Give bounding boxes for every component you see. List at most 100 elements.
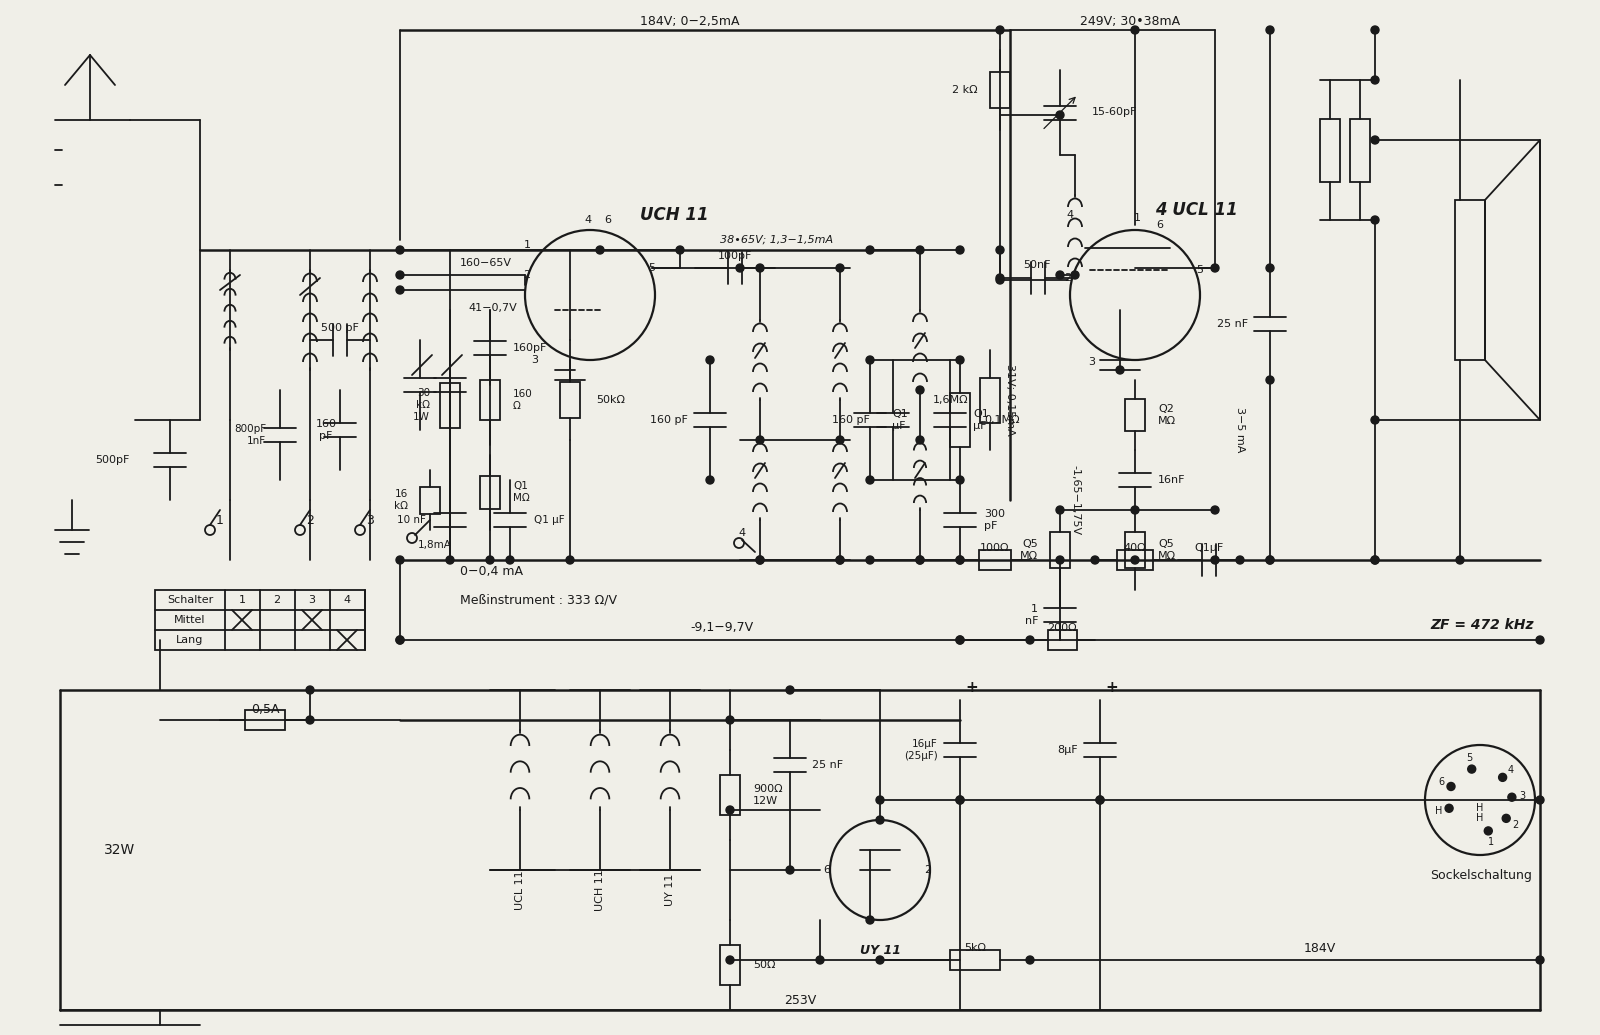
Circle shape	[1266, 556, 1274, 564]
Circle shape	[1536, 956, 1544, 964]
Circle shape	[835, 556, 845, 564]
Circle shape	[957, 796, 963, 804]
Circle shape	[1266, 26, 1274, 34]
Text: 500pF: 500pF	[96, 455, 130, 465]
Bar	[1048, 630, 1077, 650]
Circle shape	[595, 246, 605, 254]
Circle shape	[866, 356, 874, 364]
Text: 160
Ω: 160 Ω	[514, 389, 533, 411]
Circle shape	[866, 246, 874, 254]
Text: 25 nF: 25 nF	[813, 760, 843, 770]
Text: 38•65V; 1,3−1,5mA: 38•65V; 1,3−1,5mA	[720, 235, 834, 245]
Text: 31V; 0,15mA: 31V; 0,15mA	[1005, 364, 1014, 436]
Circle shape	[1266, 264, 1274, 272]
Text: 16nF: 16nF	[1158, 475, 1186, 485]
Text: Meßinstrument : 333 Ω/V: Meßinstrument : 333 Ω/V	[461, 593, 618, 607]
Circle shape	[1371, 136, 1379, 144]
Circle shape	[736, 264, 744, 272]
Circle shape	[397, 556, 403, 564]
Text: 1
nF: 1 nF	[1024, 604, 1038, 626]
Circle shape	[1536, 635, 1544, 644]
Bar	[1350, 118, 1370, 181]
Text: 41−0,7V: 41−0,7V	[467, 303, 517, 313]
Circle shape	[1056, 111, 1064, 119]
Circle shape	[397, 246, 403, 254]
Circle shape	[816, 956, 824, 964]
Text: -1,65−1,75V: -1,65−1,75V	[1070, 465, 1080, 535]
Circle shape	[486, 556, 494, 564]
Text: 184V; 0−2,5mA: 184V; 0−2,5mA	[640, 16, 739, 29]
Text: 160
pF: 160 pF	[315, 419, 336, 441]
Circle shape	[835, 264, 845, 272]
Text: 15-60pF: 15-60pF	[1091, 107, 1138, 117]
Bar	[245, 710, 285, 730]
Text: 4: 4	[344, 595, 350, 605]
Text: Q1
μF: Q1 μF	[893, 409, 907, 431]
Circle shape	[1096, 796, 1104, 804]
Text: 3: 3	[531, 355, 539, 365]
Text: 6: 6	[1438, 777, 1445, 787]
Text: 800pF
1nF: 800pF 1nF	[234, 424, 266, 446]
Circle shape	[866, 916, 874, 924]
Text: H: H	[1477, 803, 1483, 814]
Text: Q2
MΩ: Q2 MΩ	[1158, 405, 1176, 425]
Circle shape	[835, 436, 845, 444]
Text: Lang: Lang	[176, 635, 203, 645]
Text: H: H	[1477, 814, 1483, 823]
Text: 10 nF: 10 nF	[397, 515, 426, 525]
Circle shape	[1445, 804, 1453, 812]
Circle shape	[957, 635, 963, 644]
Circle shape	[957, 356, 963, 364]
Circle shape	[957, 635, 963, 644]
Circle shape	[757, 556, 765, 564]
Bar	[440, 383, 461, 427]
Circle shape	[1502, 815, 1510, 823]
Text: 2: 2	[1512, 820, 1518, 830]
Bar	[419, 486, 440, 513]
Text: 1,6MΩ: 1,6MΩ	[933, 395, 968, 405]
Bar	[990, 72, 1010, 108]
Text: 16μF
(25μF): 16μF (25μF)	[904, 739, 938, 761]
Text: 300
pF: 300 pF	[984, 509, 1005, 531]
Text: 184V: 184V	[1304, 942, 1336, 954]
Text: 0,1MΩ: 0,1MΩ	[984, 415, 1019, 425]
Bar	[979, 550, 1011, 570]
Circle shape	[1056, 556, 1064, 564]
Circle shape	[1131, 26, 1139, 34]
Text: 25 nF: 25 nF	[1218, 319, 1248, 329]
Text: 16
kΩ: 16 kΩ	[394, 490, 408, 511]
Circle shape	[1446, 782, 1454, 791]
Text: 2 kΩ: 2 kΩ	[952, 85, 978, 95]
Text: ZF = 472 kHz: ZF = 472 kHz	[1430, 618, 1534, 632]
Circle shape	[1371, 76, 1379, 84]
Text: Q1
μF: Q1 μF	[973, 409, 989, 431]
Circle shape	[915, 556, 925, 564]
Circle shape	[877, 816, 883, 824]
Text: UY 11: UY 11	[666, 874, 675, 907]
Text: 100pF: 100pF	[718, 252, 752, 261]
Text: 3−5 mA: 3−5 mA	[1235, 408, 1245, 452]
Circle shape	[757, 556, 765, 564]
Circle shape	[1371, 216, 1379, 224]
Circle shape	[877, 796, 883, 804]
Circle shape	[675, 246, 685, 254]
Circle shape	[866, 476, 874, 484]
Circle shape	[1117, 366, 1123, 374]
Circle shape	[726, 956, 734, 964]
Text: Q1μF: Q1μF	[1194, 543, 1224, 553]
Text: 0−0,4 mA: 0−0,4 mA	[461, 565, 523, 579]
Text: 1,8mA: 1,8mA	[418, 540, 451, 550]
Text: Q5
MΩ: Q5 MΩ	[1019, 539, 1038, 561]
Circle shape	[995, 274, 1005, 282]
Circle shape	[1211, 506, 1219, 514]
Circle shape	[757, 264, 765, 272]
Bar	[1125, 400, 1146, 431]
Circle shape	[957, 476, 963, 484]
Text: 3: 3	[1520, 791, 1526, 801]
Bar	[720, 775, 739, 816]
Circle shape	[1467, 765, 1475, 773]
Bar	[480, 476, 499, 509]
Circle shape	[835, 556, 845, 564]
Text: 5: 5	[1466, 753, 1472, 764]
Circle shape	[877, 956, 883, 964]
